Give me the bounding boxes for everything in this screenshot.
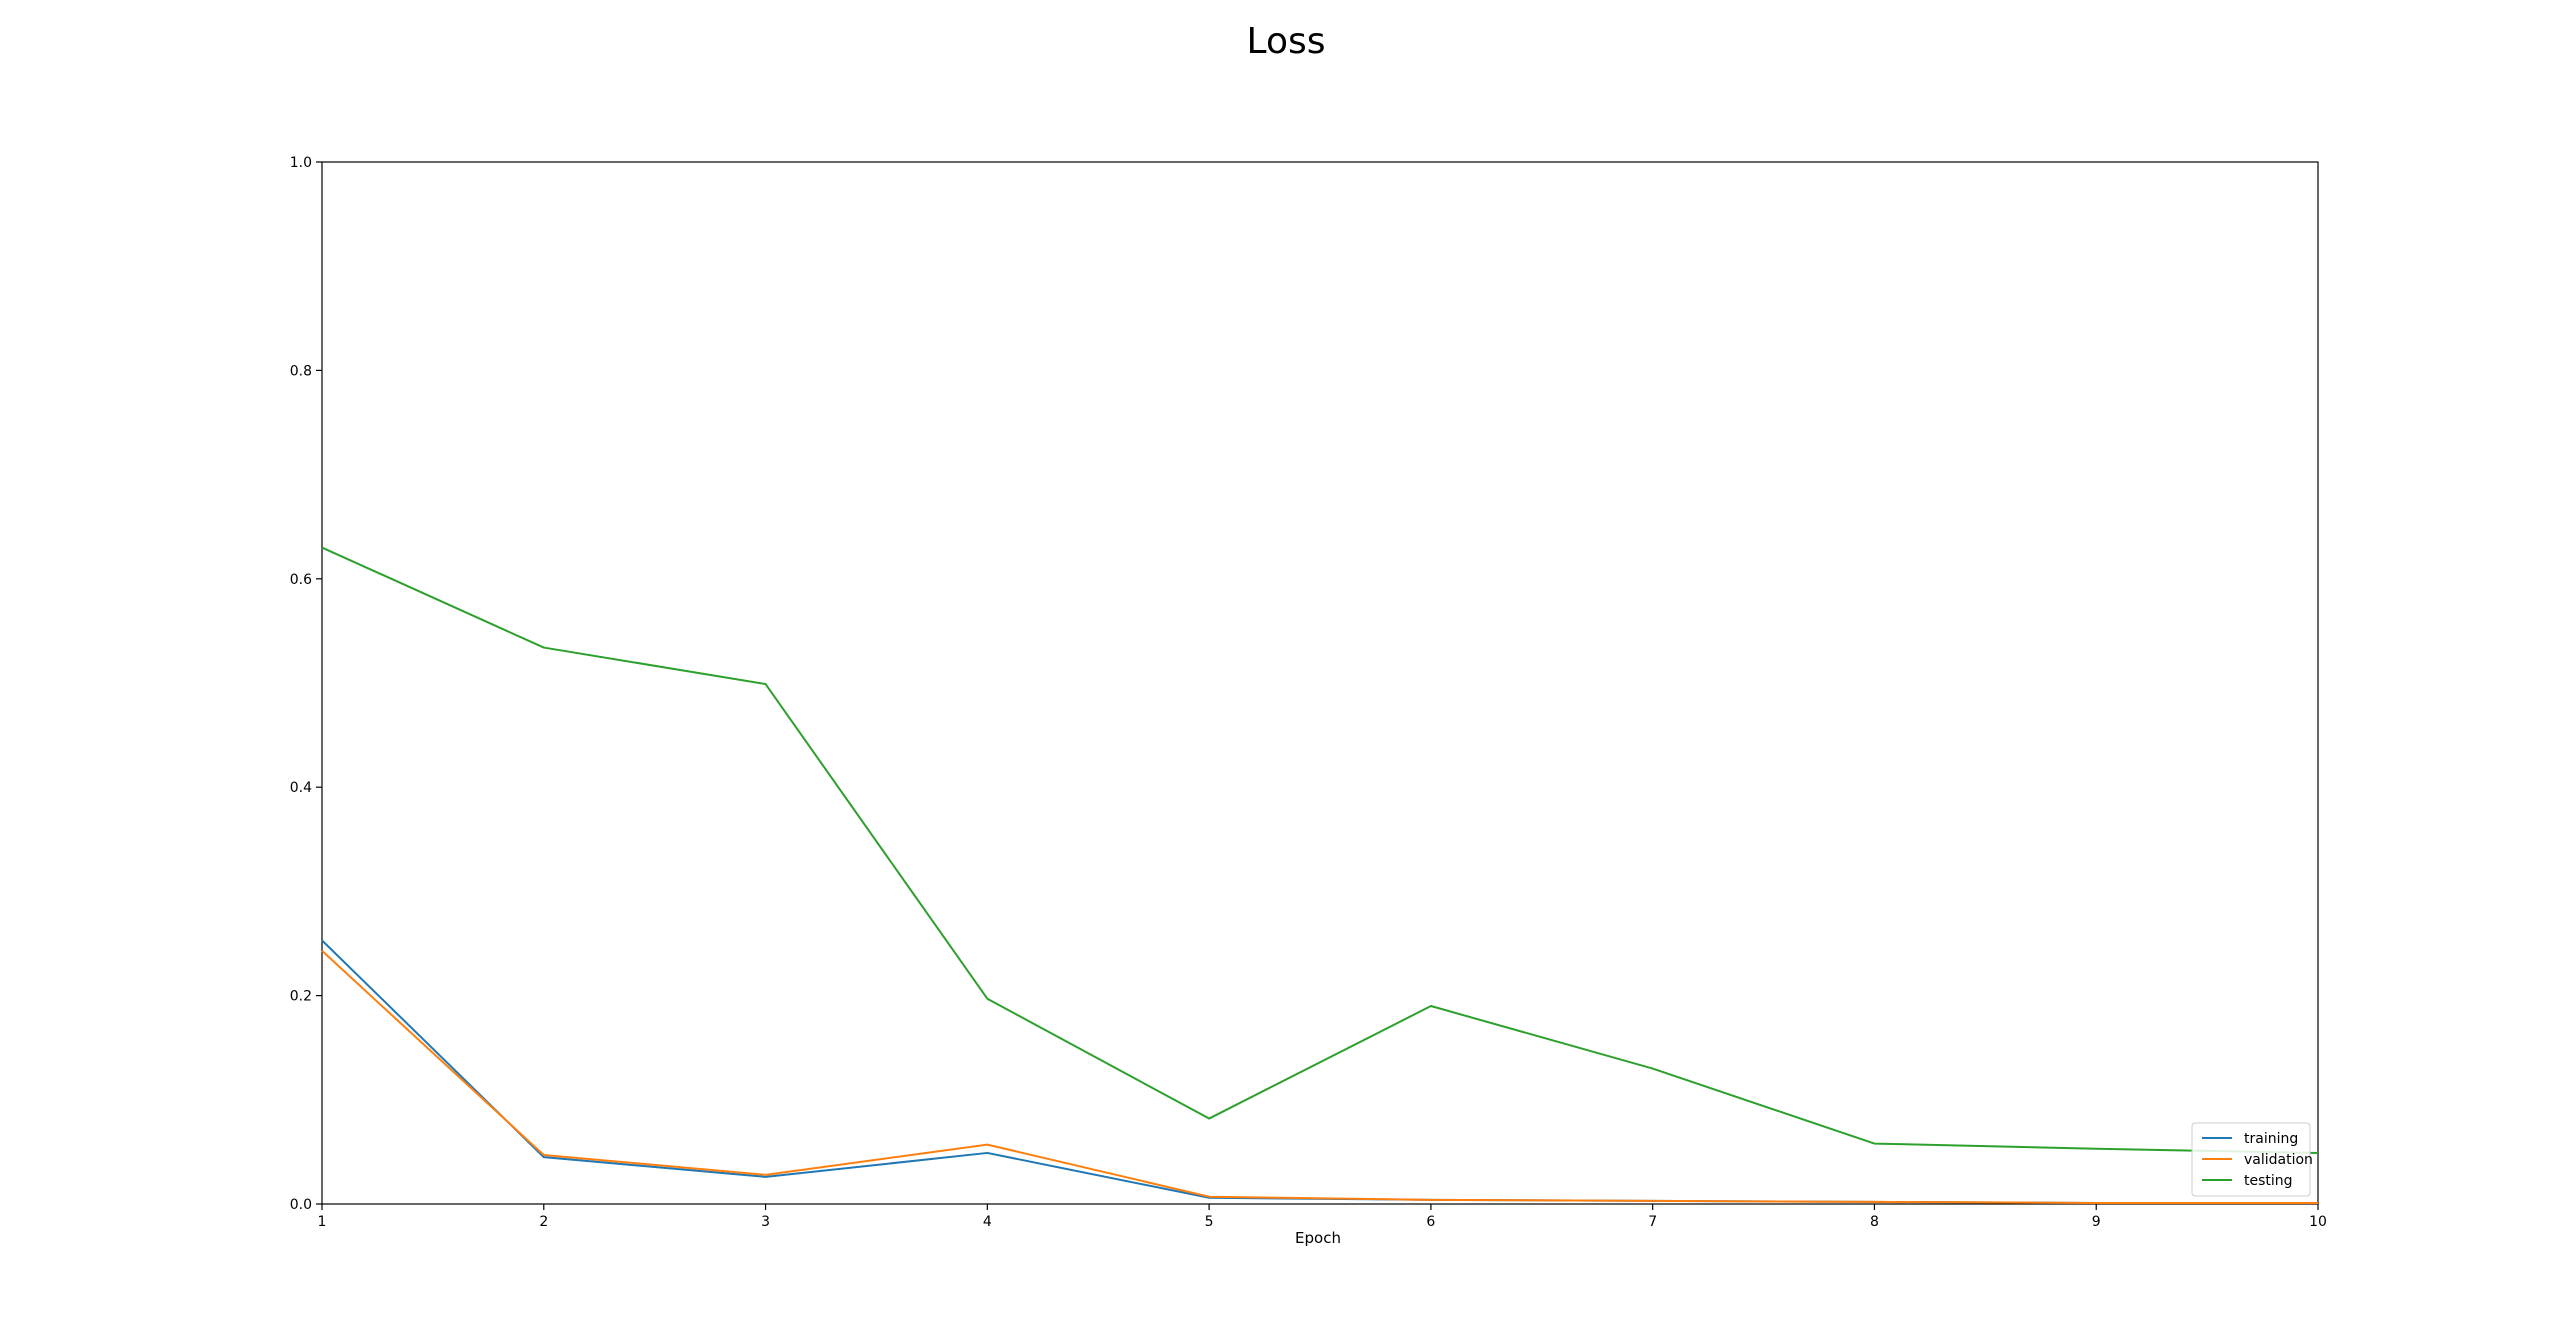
legend-label-testing: testing [2244, 1173, 2293, 1189]
plot-area [321, 161, 2319, 1205]
legend-label-training: training [2244, 1131, 2298, 1147]
y-tick-label: 0.2 [290, 989, 312, 1005]
x-tick-label: 6 [1426, 1214, 1435, 1230]
series-line-training [321, 939, 2318, 1204]
series-line-testing [321, 546, 2319, 1154]
x-tick-label: 8 [1870, 1214, 1879, 1230]
x-tick-label: 3 [761, 1214, 770, 1230]
x-tick-label: 7 [1648, 1214, 1657, 1230]
legend: training validation testing [2191, 1122, 2313, 1197]
x-tick-label: 10 [2309, 1214, 2327, 1230]
x-axis-ticks: 1 2 3 4 5 6 7 8 9 10 [318, 1204, 2327, 1230]
legend-label-validation: validation [2244, 1152, 2313, 1168]
x-tick-label: 1 [318, 1214, 327, 1230]
x-tick-label: 4 [983, 1214, 992, 1230]
y-tick-label: 0.8 [290, 363, 312, 379]
chart-title: Loss [1247, 21, 1326, 62]
y-tick-label: 0.0 [290, 1197, 312, 1213]
y-tick-label: 1.0 [290, 155, 312, 171]
x-tick-label: 5 [1205, 1214, 1214, 1230]
axes-frame [321, 161, 2319, 1205]
legend-box [2191, 1122, 2311, 1197]
series-lines [321, 546, 2319, 1204]
y-tick-label: 0.6 [290, 572, 312, 588]
x-tick-label: 2 [539, 1214, 548, 1230]
x-axis-label: Epoch [1295, 1229, 1341, 1247]
y-axis-ticks: 0.0 0.2 0.4 0.6 0.8 1.0 [290, 155, 322, 1213]
series-line-validation [321, 950, 2318, 1204]
y-tick-label: 0.4 [290, 780, 312, 796]
x-tick-label: 9 [2092, 1214, 2101, 1230]
